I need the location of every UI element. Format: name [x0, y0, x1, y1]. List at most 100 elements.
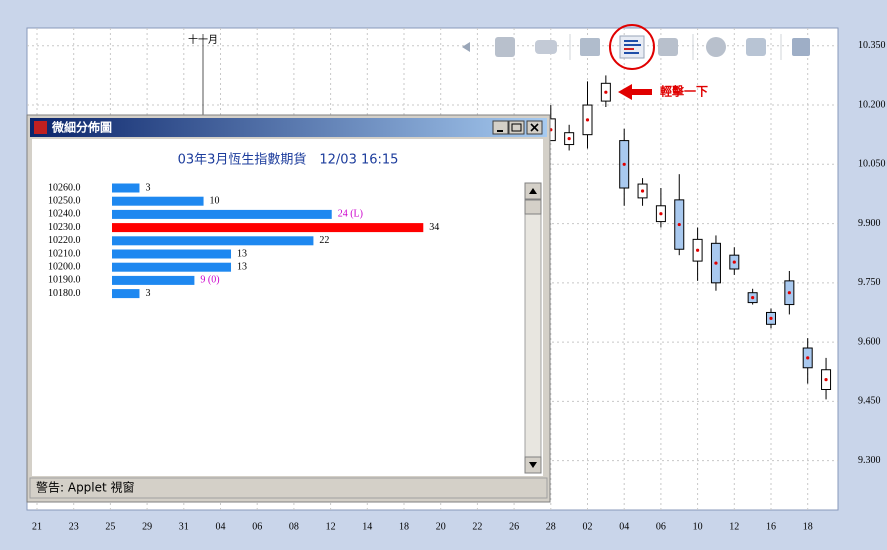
x-tick-label: 04	[216, 521, 226, 532]
x-tick-label: 08	[289, 521, 299, 532]
candle-dot	[714, 261, 718, 265]
x-tick-label: 23	[69, 521, 79, 532]
maximize-button[interactable]	[508, 120, 525, 135]
tool-back[interactable]	[462, 42, 470, 52]
candle-dot	[806, 356, 810, 360]
candle-dot	[567, 137, 571, 141]
bar	[112, 275, 195, 285]
scrollbar	[524, 182, 542, 474]
bar	[112, 183, 140, 193]
x-tick-label: 16	[766, 521, 776, 532]
x-tick-label: 21	[32, 521, 42, 532]
hint-text: 輕擊一下	[660, 84, 708, 99]
candle-dot	[732, 260, 736, 264]
x-tick-label: 26	[509, 521, 519, 532]
bar	[112, 223, 424, 233]
y-tick-label: 10.350	[858, 40, 886, 51]
x-tick-label: 02	[583, 521, 593, 532]
minimize-button[interactable]	[492, 120, 509, 135]
bar	[112, 209, 332, 219]
status-text: 警告: Applet 視窗	[36, 480, 135, 495]
value-label: 13	[237, 248, 247, 259]
scroll-track[interactable]	[524, 182, 542, 474]
candle-dot	[640, 189, 645, 193]
tool-icon[interactable]	[746, 38, 766, 56]
value-label: 3	[145, 182, 150, 193]
tool-icon[interactable]	[706, 37, 726, 57]
row-label: 10190.0	[48, 275, 81, 286]
value-label: 13	[237, 261, 247, 272]
month-label: 十一月	[188, 33, 218, 46]
candle-dot	[769, 316, 773, 320]
value-label: 34	[429, 222, 439, 233]
tool-icon[interactable]	[658, 38, 678, 56]
chart-title: 03年3月恆生指數期貨 12/03 16:15	[178, 152, 399, 168]
row-label: 10220.0	[48, 235, 81, 246]
candle-dot	[677, 222, 681, 227]
window-buttons	[492, 120, 543, 135]
y-tick-label: 9.600	[858, 336, 881, 347]
value-label: 24 (L)	[338, 209, 363, 220]
y-tick-label: 9.300	[858, 455, 881, 466]
bar	[112, 289, 140, 299]
value-label: 9 (0)	[200, 275, 219, 286]
highlight-circle	[609, 24, 655, 70]
tool-icon[interactable]	[495, 37, 515, 57]
x-tick-label: 18	[803, 521, 813, 532]
x-tick-label: 28	[546, 521, 556, 532]
candle-dot	[585, 118, 590, 122]
tool-distribution[interactable]	[619, 35, 645, 59]
tool-icon[interactable]	[580, 38, 600, 56]
value-label: 3	[145, 288, 150, 299]
bar	[112, 196, 204, 206]
x-tick-label: 29	[142, 521, 152, 532]
row-label: 10260.0	[48, 182, 81, 193]
value-label: 22	[319, 235, 329, 246]
x-tick-label: 12	[729, 521, 739, 532]
candle-dot	[696, 248, 700, 252]
row-label: 10200.0	[48, 261, 81, 272]
x-tick-label: 31	[179, 521, 189, 532]
x-tick-label: 20	[436, 521, 446, 532]
content-area	[32, 139, 543, 476]
x-tick-label: 04	[619, 521, 629, 532]
candle-dot	[659, 212, 663, 216]
title-bar	[30, 118, 547, 137]
y-tick-label: 9.900	[858, 218, 881, 229]
bar	[112, 236, 314, 246]
x-tick-label: 25	[105, 521, 115, 532]
tool-icon[interactable]	[535, 40, 557, 54]
x-tick-label: 06	[656, 521, 666, 532]
row-label: 10210.0	[48, 248, 81, 259]
candle-dot	[824, 378, 828, 382]
x-tick-label: 10	[693, 521, 703, 532]
y-tick-label: 9.750	[858, 277, 881, 288]
y-tick-label: 9.450	[858, 396, 881, 407]
hint-arrow	[618, 84, 652, 100]
scroll-thumb[interactable]	[524, 199, 542, 215]
x-tick-label: 12	[326, 521, 336, 532]
x-tick-label: 22	[472, 521, 482, 532]
distribution-chart: 10260.0 3 10250.0 10 10240.0 24 (L) 10230.0 34 1…	[48, 182, 439, 299]
toolbar: 輕擊一下	[462, 24, 810, 100]
row-label: 10180.0	[48, 288, 81, 299]
bar	[112, 249, 232, 259]
window-title: 微細分佈圖	[51, 120, 112, 135]
y-tick-label: 10.050	[858, 159, 886, 170]
tool-icon[interactable]	[792, 38, 810, 56]
x-tick-label: 06	[252, 521, 262, 532]
x-tick-label: 14	[362, 521, 372, 532]
status-bar	[29, 477, 548, 499]
row-label: 10240.0	[48, 209, 81, 220]
value-label: 10	[210, 195, 220, 206]
candle-dot	[604, 90, 608, 94]
row-label: 10250.0	[48, 195, 81, 206]
row-label: 10230.0	[48, 222, 81, 233]
candle-dot	[622, 162, 626, 166]
candle-dot	[751, 296, 755, 300]
x-tick-label: 18	[399, 521, 409, 532]
window-icon	[34, 121, 47, 134]
candle-dot	[787, 291, 791, 295]
bar	[112, 262, 232, 272]
